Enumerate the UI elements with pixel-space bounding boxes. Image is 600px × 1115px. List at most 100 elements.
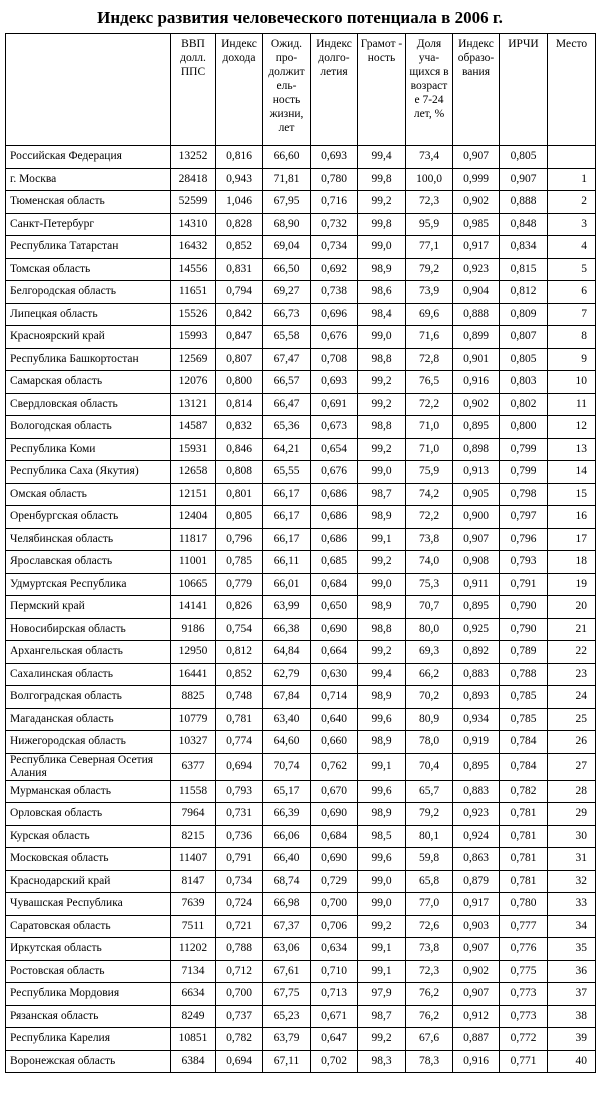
value-cell: 0,762 <box>310 752 358 781</box>
table-row: Омская область 12151 0,801 66,17 0,686 98,7 74… <box>5 482 596 506</box>
table-row: г. Москва 28418 0,943 71,81 0,780 99,8 100,0 0,… <box>5 167 596 191</box>
value-cell: 0,776 <box>499 937 548 961</box>
region-cell: Челябинская область <box>5 527 171 551</box>
table-row: Республика Коми 15931 0,846 64,21 0,654 99,2 7… <box>5 437 596 461</box>
value-cell: 66,01 <box>262 572 311 596</box>
value-cell: 0,879 <box>452 869 500 893</box>
value-cell: 69,27 <box>262 280 311 304</box>
table-row: Белгородская область 11651 0,794 69,27 0,738… <box>5 280 596 304</box>
table-row: Удмуртская Республика 10665 0,779 66,01 0,68… <box>5 572 596 596</box>
table-row: Магаданская область 10779 0,781 63,40 0,640 9… <box>5 707 596 731</box>
value-cell: 0,842 <box>215 302 263 326</box>
value-cell: 98,8 <box>357 347 406 371</box>
value-cell: 0,796 <box>215 527 263 551</box>
value-cell: 0,904 <box>452 280 500 304</box>
value-cell: 0,772 <box>499 1027 548 1051</box>
region-cell: Орловская область <box>5 802 171 826</box>
value-cell: 33 <box>547 892 596 916</box>
value-cell: 0,895 <box>452 752 500 781</box>
value-cell: 65,36 <box>262 415 311 439</box>
value-cell: 65,58 <box>262 325 311 349</box>
value-cell: 0,676 <box>310 460 358 484</box>
value-cell: 99,4 <box>357 145 406 169</box>
value-cell: 0,907 <box>452 937 500 961</box>
value-cell: 0,807 <box>499 325 548 349</box>
value-cell: 0,900 <box>452 505 500 529</box>
value-cell: 0,912 <box>452 1004 500 1028</box>
value-cell: 10665 <box>170 572 216 596</box>
value-cell: 98,9 <box>357 505 406 529</box>
value-cell: 66,38 <box>262 617 311 641</box>
value-cell: 73,9 <box>405 280 453 304</box>
value-cell: 28418 <box>170 167 216 191</box>
region-cell: Пермский край <box>5 595 171 619</box>
header-cell: ИРЧИ <box>499 33 548 146</box>
value-cell: 64,84 <box>262 640 311 664</box>
value-cell: 67,11 <box>262 1049 311 1073</box>
value-cell: 0,785 <box>499 685 548 709</box>
value-cell: 0,895 <box>452 415 500 439</box>
value-cell: 0,815 <box>499 257 548 281</box>
value-cell: 99,2 <box>357 190 406 214</box>
value-cell: 0,895 <box>452 595 500 619</box>
value-cell: 8825 <box>170 685 216 709</box>
value-cell: 0,797 <box>499 505 548 529</box>
value-cell: 76,2 <box>405 982 453 1006</box>
value-cell: 10851 <box>170 1027 216 1051</box>
value-cell: 95,9 <box>405 212 453 236</box>
value-cell: 0,777 <box>499 914 548 938</box>
value-cell: 0,799 <box>499 437 548 461</box>
region-cell: Ростовская область <box>5 959 171 983</box>
value-cell: 0,834 <box>499 235 548 259</box>
region-cell: Удмуртская Республика <box>5 572 171 596</box>
value-cell: 98,3 <box>357 1049 406 1073</box>
value-cell: 0,793 <box>215 779 263 803</box>
value-cell: 0,908 <box>452 550 500 574</box>
table-row: Ростовская область 7134 0,712 67,61 0,710 99,… <box>5 959 596 983</box>
header-cell: Место <box>547 33 596 146</box>
value-cell: 0,734 <box>310 235 358 259</box>
header-cell: Грамот - ность <box>357 33 406 146</box>
table-row: Челябинская область 11817 0,796 66,17 0,686 9… <box>5 527 596 551</box>
region-cell: Волгоградская область <box>5 685 171 709</box>
value-cell: 0,816 <box>215 145 263 169</box>
value-cell: 0,690 <box>310 802 358 826</box>
value-cell: 5 <box>547 257 596 281</box>
value-cell: 3 <box>547 212 596 236</box>
value-cell: 0,702 <box>310 1049 358 1073</box>
value-cell: 0,923 <box>452 257 500 281</box>
value-cell: 0,805 <box>499 145 548 169</box>
table-row: Ярославская область 11001 0,785 66,11 0,685 9… <box>5 550 596 574</box>
value-cell: 65,8 <box>405 869 453 893</box>
value-cell: 0,660 <box>310 730 358 754</box>
value-cell: 0,710 <box>310 959 358 983</box>
value-cell: 31 <box>547 847 596 871</box>
value-cell: 0,925 <box>452 617 500 641</box>
value-cell: 99,2 <box>357 550 406 574</box>
table-row: Саратовская область 7511 0,721 67,37 0,706 99… <box>5 914 596 938</box>
value-cell: 0,902 <box>452 392 500 416</box>
value-cell: 0,801 <box>215 482 263 506</box>
value-cell: 0,781 <box>215 707 263 731</box>
region-cell: Белгородская область <box>5 280 171 304</box>
value-cell: 0,784 <box>499 730 548 754</box>
table-row: Чувашская Республика 7639 0,724 66,98 0,700 9… <box>5 892 596 916</box>
value-cell: 0,847 <box>215 325 263 349</box>
value-cell: 0,902 <box>452 190 500 214</box>
value-cell: 66,47 <box>262 392 311 416</box>
value-cell: 0,694 <box>215 1049 263 1073</box>
value-cell: 0,803 <box>499 370 548 394</box>
value-cell: 0,650 <box>310 595 358 619</box>
table-row: Санкт-Петербург 14310 0,828 68,90 0,732 99,8 9… <box>5 212 596 236</box>
table-row: Архангельская область 12950 0,812 64,84 0,66… <box>5 640 596 664</box>
region-cell: Архангельская область <box>5 640 171 664</box>
value-cell: 0,828 <box>215 212 263 236</box>
value-cell: 10 <box>547 370 596 394</box>
value-cell: 67,75 <box>262 982 311 1006</box>
value-cell: 13121 <box>170 392 216 416</box>
value-cell: 99,8 <box>357 212 406 236</box>
value-cell: 0,647 <box>310 1027 358 1051</box>
value-cell: 0,686 <box>310 505 358 529</box>
value-cell: 6377 <box>170 752 216 781</box>
value-cell: 0,773 <box>499 1004 548 1028</box>
